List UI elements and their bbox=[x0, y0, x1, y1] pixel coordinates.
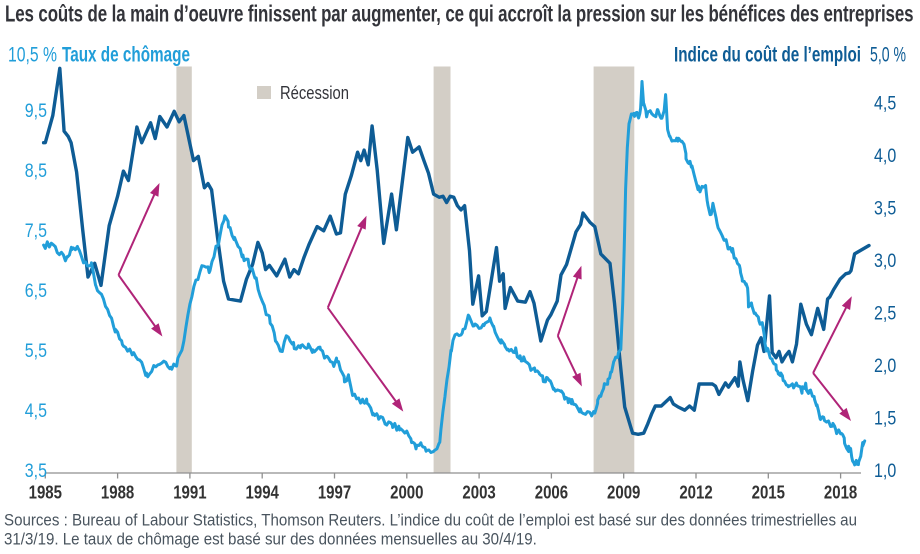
svg-text:3,0: 3,0 bbox=[874, 250, 896, 272]
svg-text:1,0: 1,0 bbox=[874, 459, 896, 481]
svg-text:2006: 2006 bbox=[535, 482, 568, 503]
svg-text:Indice du coût de l’emploi: Indice du coût de l’emploi bbox=[674, 42, 861, 66]
svg-text:1997: 1997 bbox=[318, 482, 351, 503]
svg-text:3,5: 3,5 bbox=[25, 459, 47, 481]
svg-text:Récession: Récession bbox=[280, 83, 349, 104]
svg-text:1985: 1985 bbox=[29, 482, 62, 503]
svg-text:3,5: 3,5 bbox=[874, 197, 896, 219]
svg-text:2,0: 2,0 bbox=[874, 354, 896, 376]
svg-text:2003: 2003 bbox=[462, 482, 495, 503]
svg-text:4,5: 4,5 bbox=[25, 399, 47, 421]
svg-text:2015: 2015 bbox=[752, 482, 785, 503]
svg-text:6,5: 6,5 bbox=[25, 280, 47, 302]
svg-text:8,5: 8,5 bbox=[25, 160, 47, 182]
svg-text:5,0 %: 5,0 % bbox=[870, 42, 906, 66]
svg-text:10,5 %: 10,5 % bbox=[8, 42, 57, 66]
svg-text:4,5: 4,5 bbox=[874, 92, 896, 114]
svg-text:1994: 1994 bbox=[246, 482, 280, 503]
svg-text:2018: 2018 bbox=[824, 482, 857, 503]
svg-text:2000: 2000 bbox=[390, 482, 423, 503]
svg-text:2009: 2009 bbox=[607, 482, 640, 503]
svg-text:2,5: 2,5 bbox=[874, 302, 896, 324]
svg-text:1,5: 1,5 bbox=[874, 407, 896, 429]
svg-text:7,5: 7,5 bbox=[25, 220, 47, 242]
svg-text:2012: 2012 bbox=[679, 482, 712, 503]
svg-text:9,5: 9,5 bbox=[25, 100, 47, 122]
svg-text:5,5: 5,5 bbox=[25, 339, 47, 361]
svg-text:1988: 1988 bbox=[101, 482, 134, 503]
svg-text:1991: 1991 bbox=[173, 482, 206, 503]
svg-text:Taux de chômage: Taux de chômage bbox=[62, 42, 190, 66]
svg-text:4,0: 4,0 bbox=[874, 145, 896, 167]
